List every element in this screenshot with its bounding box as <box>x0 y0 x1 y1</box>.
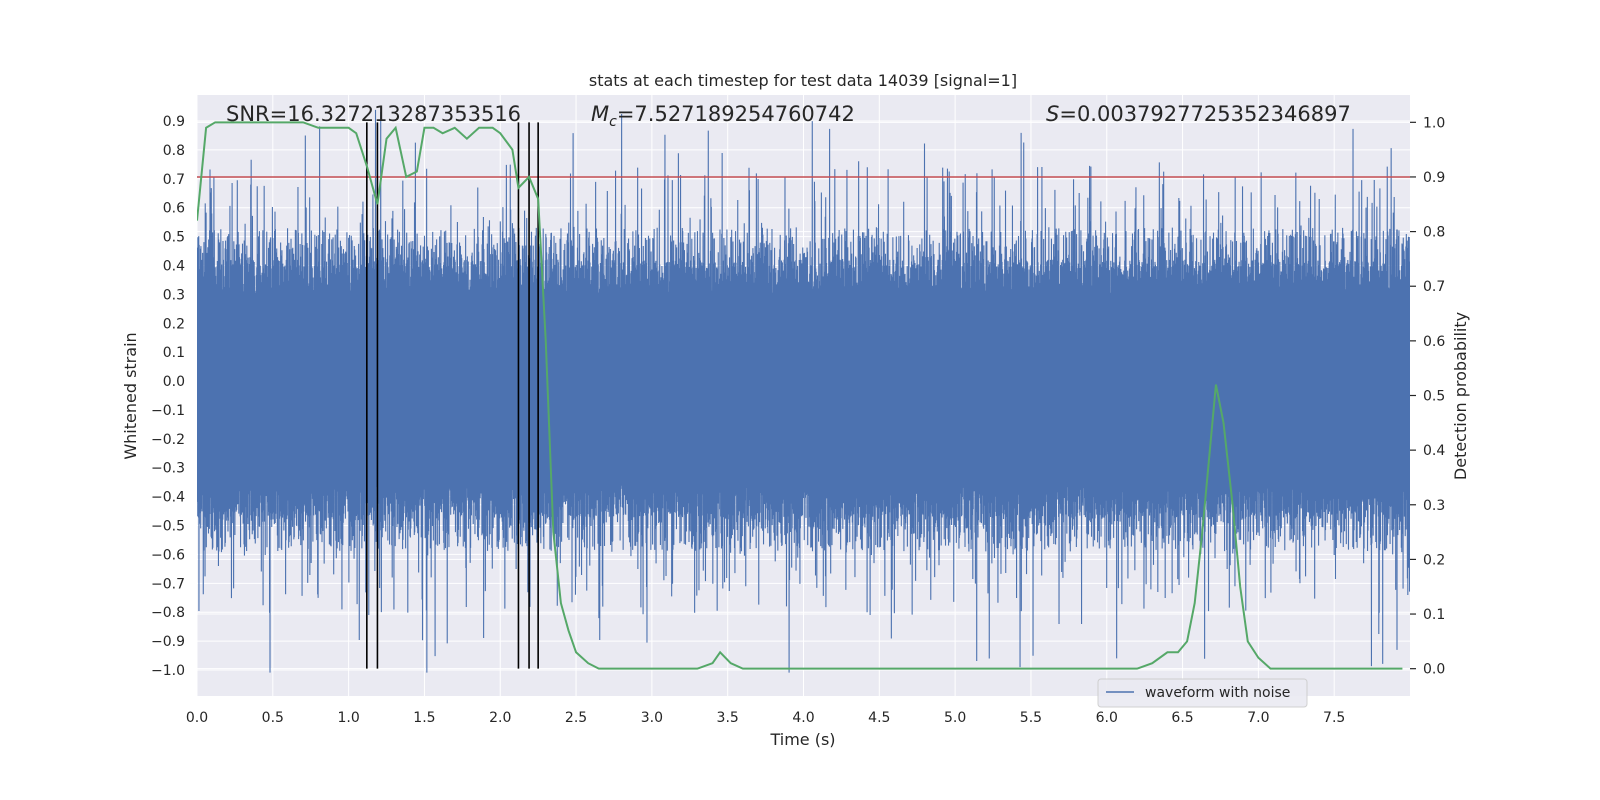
x-tick-label: 6.5 <box>1171 710 1193 726</box>
chart-title: stats at each timestep for test data 140… <box>589 71 1017 90</box>
y-left-tick-label: 0.0 <box>163 374 185 390</box>
y-left-tick-label: −0.8 <box>151 605 185 621</box>
y-right-tick-label: 0.0 <box>1423 662 1445 678</box>
s-value: =0.0037927725352346897 <box>1059 102 1351 126</box>
x-tick-label: 3.0 <box>641 710 663 726</box>
y-left-tick-label: −1.0 <box>151 663 185 679</box>
y-left-tick-label: 0.1 <box>163 345 185 361</box>
x-tick-label: 5.5 <box>1020 710 1042 726</box>
x-tick-label: 7.0 <box>1247 710 1269 726</box>
x-tick-label: 1.5 <box>413 710 435 726</box>
y-right-tick-label: 0.8 <box>1423 225 1445 241</box>
x-tick-label: 0.0 <box>186 710 208 726</box>
y-right-tick-label: 0.6 <box>1423 334 1445 350</box>
x-tick-label: 0.5 <box>262 710 284 726</box>
y-right-tick-label: 0.9 <box>1423 170 1445 186</box>
y-left-tick-label: −0.1 <box>151 403 185 419</box>
legend-box <box>1097 678 1308 708</box>
chirp-mass-annotation: Mc=7.527189254760742 <box>591 102 855 130</box>
y-left-tick-label: −0.2 <box>151 432 185 448</box>
mc-value: =7.527189254760742 <box>617 102 855 126</box>
s-annotation: S=0.0037927725352346897 <box>1046 102 1351 126</box>
y-left-tick-label: 0.4 <box>163 258 185 274</box>
x-tick-label: 2.5 <box>565 710 587 726</box>
y-right-tick-label: 0.7 <box>1423 279 1445 295</box>
y-right-tick-label: 1.0 <box>1423 115 1445 131</box>
legend: waveform with noise <box>1097 678 1308 708</box>
mc-symbol: M <box>591 102 609 126</box>
x-tick-label: 6.0 <box>1096 710 1118 726</box>
y-left-tick-label: 0.6 <box>163 201 185 217</box>
y-right-axis-title: Detection probability <box>1451 312 1470 480</box>
y-left-tick-label: 0.5 <box>163 230 185 246</box>
x-tick-label: 4.5 <box>868 710 890 726</box>
probability-line <box>197 121 1403 670</box>
x-tick-label: 1.0 <box>337 710 359 726</box>
x-tick-label: 5.0 <box>944 710 966 726</box>
y-left-tick-label: −0.3 <box>151 461 185 477</box>
y-left-tick-label: 0.3 <box>163 287 185 303</box>
y-left-tick-label: 0.8 <box>163 143 185 159</box>
mc-subscript: c <box>609 114 617 130</box>
x-tick-label: 4.0 <box>792 710 814 726</box>
x-axis-ticks: 0.0 0.5 1.0 1.5 2.0 2.5 3.0 3.5 4.0 4.5 5.0 5.5 6.0 6… <box>186 710 1345 726</box>
legend-label: waveform with noise <box>1145 685 1290 701</box>
x-tick-label: 7.5 <box>1323 710 1345 726</box>
y-right-tick-label: 0.1 <box>1423 607 1445 623</box>
x-axis-title: Time (s) <box>769 730 835 749</box>
y-left-tick-label: −0.6 <box>151 547 185 563</box>
plot-area <box>196 95 1410 696</box>
x-tick-label: 2.0 <box>489 710 511 726</box>
s-symbol: S <box>1046 102 1059 126</box>
y-left-tick-label: 0.9 <box>163 114 185 130</box>
y-right-tick-label: 0.4 <box>1423 443 1445 459</box>
y-left-tick-label: −0.4 <box>151 490 185 506</box>
y-left-axis-title: Whitened strain <box>121 332 140 459</box>
y-left-tick-label: 0.2 <box>163 316 185 332</box>
y-left-axis-ticks: 0.9 0.8 0.7 0.6 0.5 0.4 0.3 0.2 0.1 0.0 −0.1 −0.2 −0… <box>151 114 185 679</box>
snr-annotation: SNR=16.327213287353516 <box>226 102 521 126</box>
waveform-line <box>197 109 1410 673</box>
y-left-tick-label: −0.5 <box>151 519 185 535</box>
y-left-tick-label: −0.7 <box>151 576 185 592</box>
y-right-axis-ticks: 1.0 0.9 0.8 0.7 0.6 0.5 0.4 0.3 0.2 0.1 0.0 <box>1410 115 1445 678</box>
y-right-tick-label: 0.2 <box>1423 552 1445 568</box>
y-left-tick-label: −0.9 <box>151 634 185 650</box>
y-right-tick-label: 0.5 <box>1423 389 1445 405</box>
x-tick-label: 3.5 <box>717 710 739 726</box>
y-right-tick-label: 0.3 <box>1423 498 1445 514</box>
y-left-tick-label: 0.7 <box>163 172 185 188</box>
